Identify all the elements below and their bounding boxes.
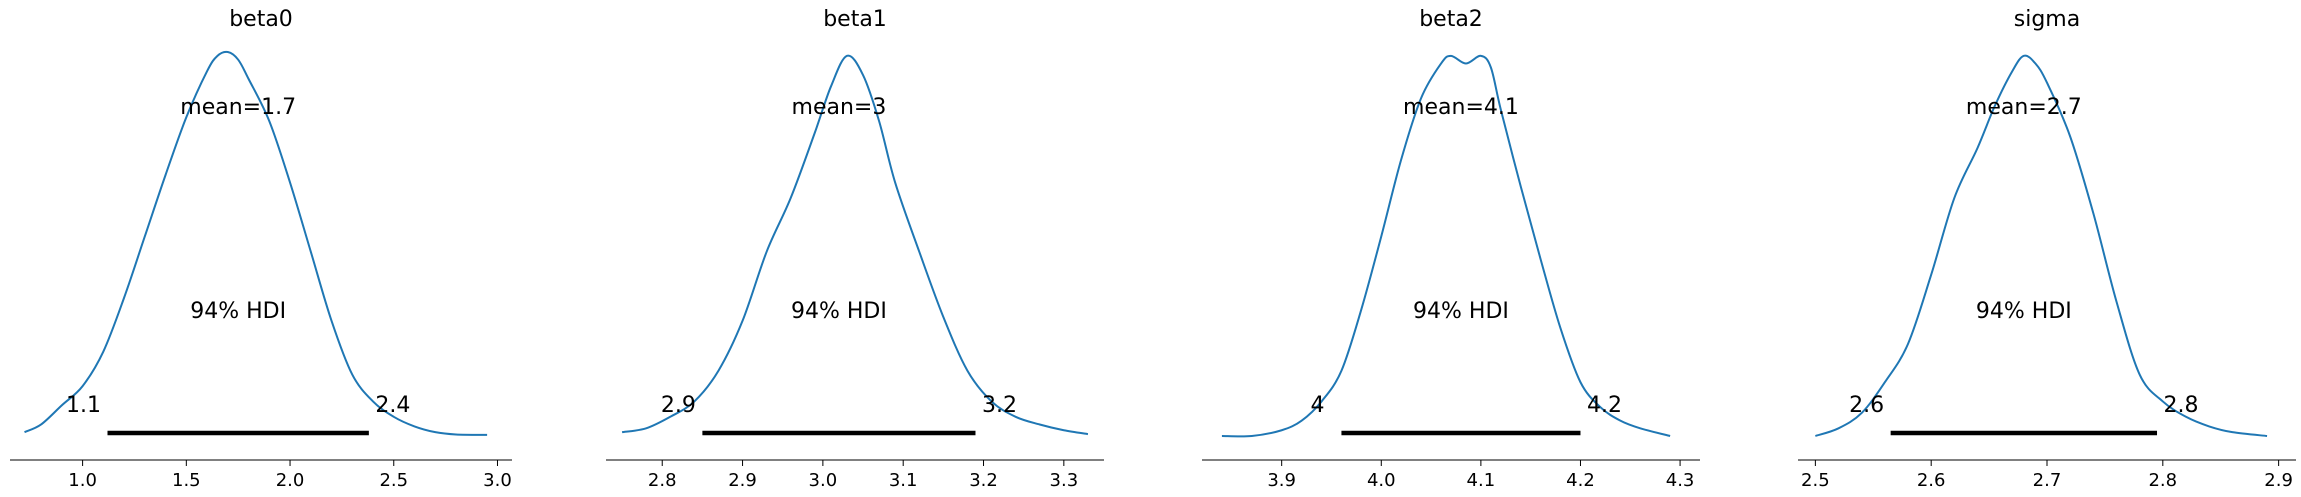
x-tick-label: 2.9 [728, 470, 757, 491]
panel-beta1: beta1 mean=3 94% HDI 2.9 3.2 2.8 2.9 3.0 3.1 3.2 3… [606, 7, 1104, 491]
x-tick-label: 3.1 [889, 470, 918, 491]
x-tick-label: 2.5 [379, 470, 408, 491]
hdi-label: 94% HDI [1413, 299, 1509, 324]
hdi-label: 94% HDI [1976, 299, 2072, 324]
x-tick-label: 1.0 [68, 470, 97, 491]
panel-sigma: sigma mean=2.7 94% HDI 2.6 2.8 2.5 2.6 2.7 2.8 2.… [1798, 7, 2296, 491]
hdi-label: 94% HDI [791, 299, 887, 324]
hdi-lower-label: 2.6 [1849, 393, 1884, 418]
hdi-upper-label: 3.2 [982, 393, 1017, 418]
panel-beta0: beta0 mean=1.7 94% HDI 1.1 2.4 1.0 1.5 2.0 2.5 3.… [10, 7, 512, 491]
x-tick-label: 2.8 [648, 470, 677, 491]
x-tick-label: 3.0 [809, 470, 838, 491]
x-tick-label: 3.2 [969, 470, 998, 491]
x-tick-label: 3.9 [1267, 470, 1296, 491]
mean-label: mean=4.1 [1403, 95, 1519, 120]
hdi-label: 94% HDI [190, 299, 286, 324]
hdi-lower-label: 2.9 [661, 393, 696, 418]
panel-beta2: beta2 mean=4.1 94% HDI 4 4.2 3.9 4.0 4.1 4.2 4.3 [1202, 7, 1700, 491]
density-line [1221, 54, 1671, 438]
density-line [24, 50, 488, 436]
x-tick-label: 4.0 [1367, 470, 1396, 491]
x-tick-label: 2.6 [1917, 470, 1946, 491]
hdi-upper-label: 2.4 [375, 393, 410, 418]
panel-title: beta1 [823, 7, 887, 32]
x-tick-label: 2.5 [1801, 470, 1830, 491]
panel-title: sigma [2014, 7, 2080, 32]
mean-label: mean=1.7 [180, 95, 296, 120]
panel-title: beta2 [1419, 7, 1483, 32]
x-tick-label: 2.8 [2148, 470, 2177, 491]
mean-label: mean=2.7 [1966, 95, 2082, 120]
x-tick-label: 4.3 [1666, 470, 1695, 491]
density-line [1815, 54, 2268, 437]
panel-title: beta0 [229, 7, 293, 32]
hdi-upper-label: 2.8 [2164, 393, 2199, 418]
density-line [621, 54, 1089, 436]
hdi-lower-label: 4 [1310, 393, 1324, 418]
x-tick-label: 3.3 [1050, 470, 1079, 491]
mean-label: mean=3 [792, 95, 887, 120]
x-tick-label: 1.5 [172, 470, 201, 491]
x-tick-label: 2.7 [2033, 470, 2062, 491]
x-tick-label: 2.9 [2264, 470, 2293, 491]
x-tick-label: 3.0 [483, 470, 512, 491]
hdi-lower-label: 1.1 [66, 393, 101, 418]
x-tick-label: 2.0 [276, 470, 305, 491]
x-tick-label: 4.2 [1566, 470, 1595, 491]
x-tick-label: 4.1 [1467, 470, 1496, 491]
hdi-upper-label: 4.2 [1587, 393, 1622, 418]
